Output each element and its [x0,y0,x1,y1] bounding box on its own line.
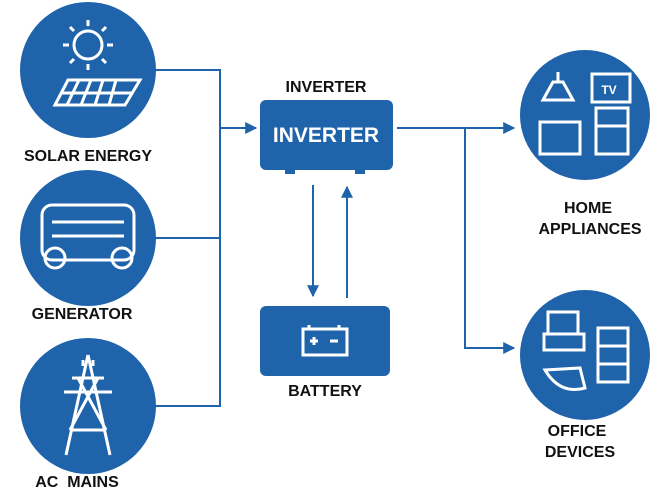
node-label: AC MAINS [35,474,119,491]
inverter-node: INVERTER INVERTER [260,79,393,174]
office-node: OFFICE DEVICES [520,290,650,461]
node-label: HOME [564,200,612,217]
tv-text: TV [601,83,616,97]
diagram: SOLAR ENERGY GENERATOR AC MAINS INVERTER… [0,0,655,492]
node-label: DEVICES [545,444,616,461]
input-lines [155,70,220,406]
battery-node: BATTERY [260,306,390,400]
node-label: INVERTER [286,79,367,96]
node-label: GENERATOR [32,306,133,323]
solar-node: SOLAR ENERGY [20,2,156,165]
node-label: OFFICE [548,423,607,440]
arrow-to-office [465,128,514,348]
node-label: SOLAR ENERGY [24,148,152,165]
ac-mains-node: AC MAINS [20,338,156,491]
inverter-box-text: INVERTER [273,124,379,147]
node-label: BATTERY [288,383,362,400]
generator-node: GENERATOR [20,170,156,323]
home-node: TV HOME APPLIANCES [520,50,650,238]
node-label: APPLIANCES [538,221,641,238]
